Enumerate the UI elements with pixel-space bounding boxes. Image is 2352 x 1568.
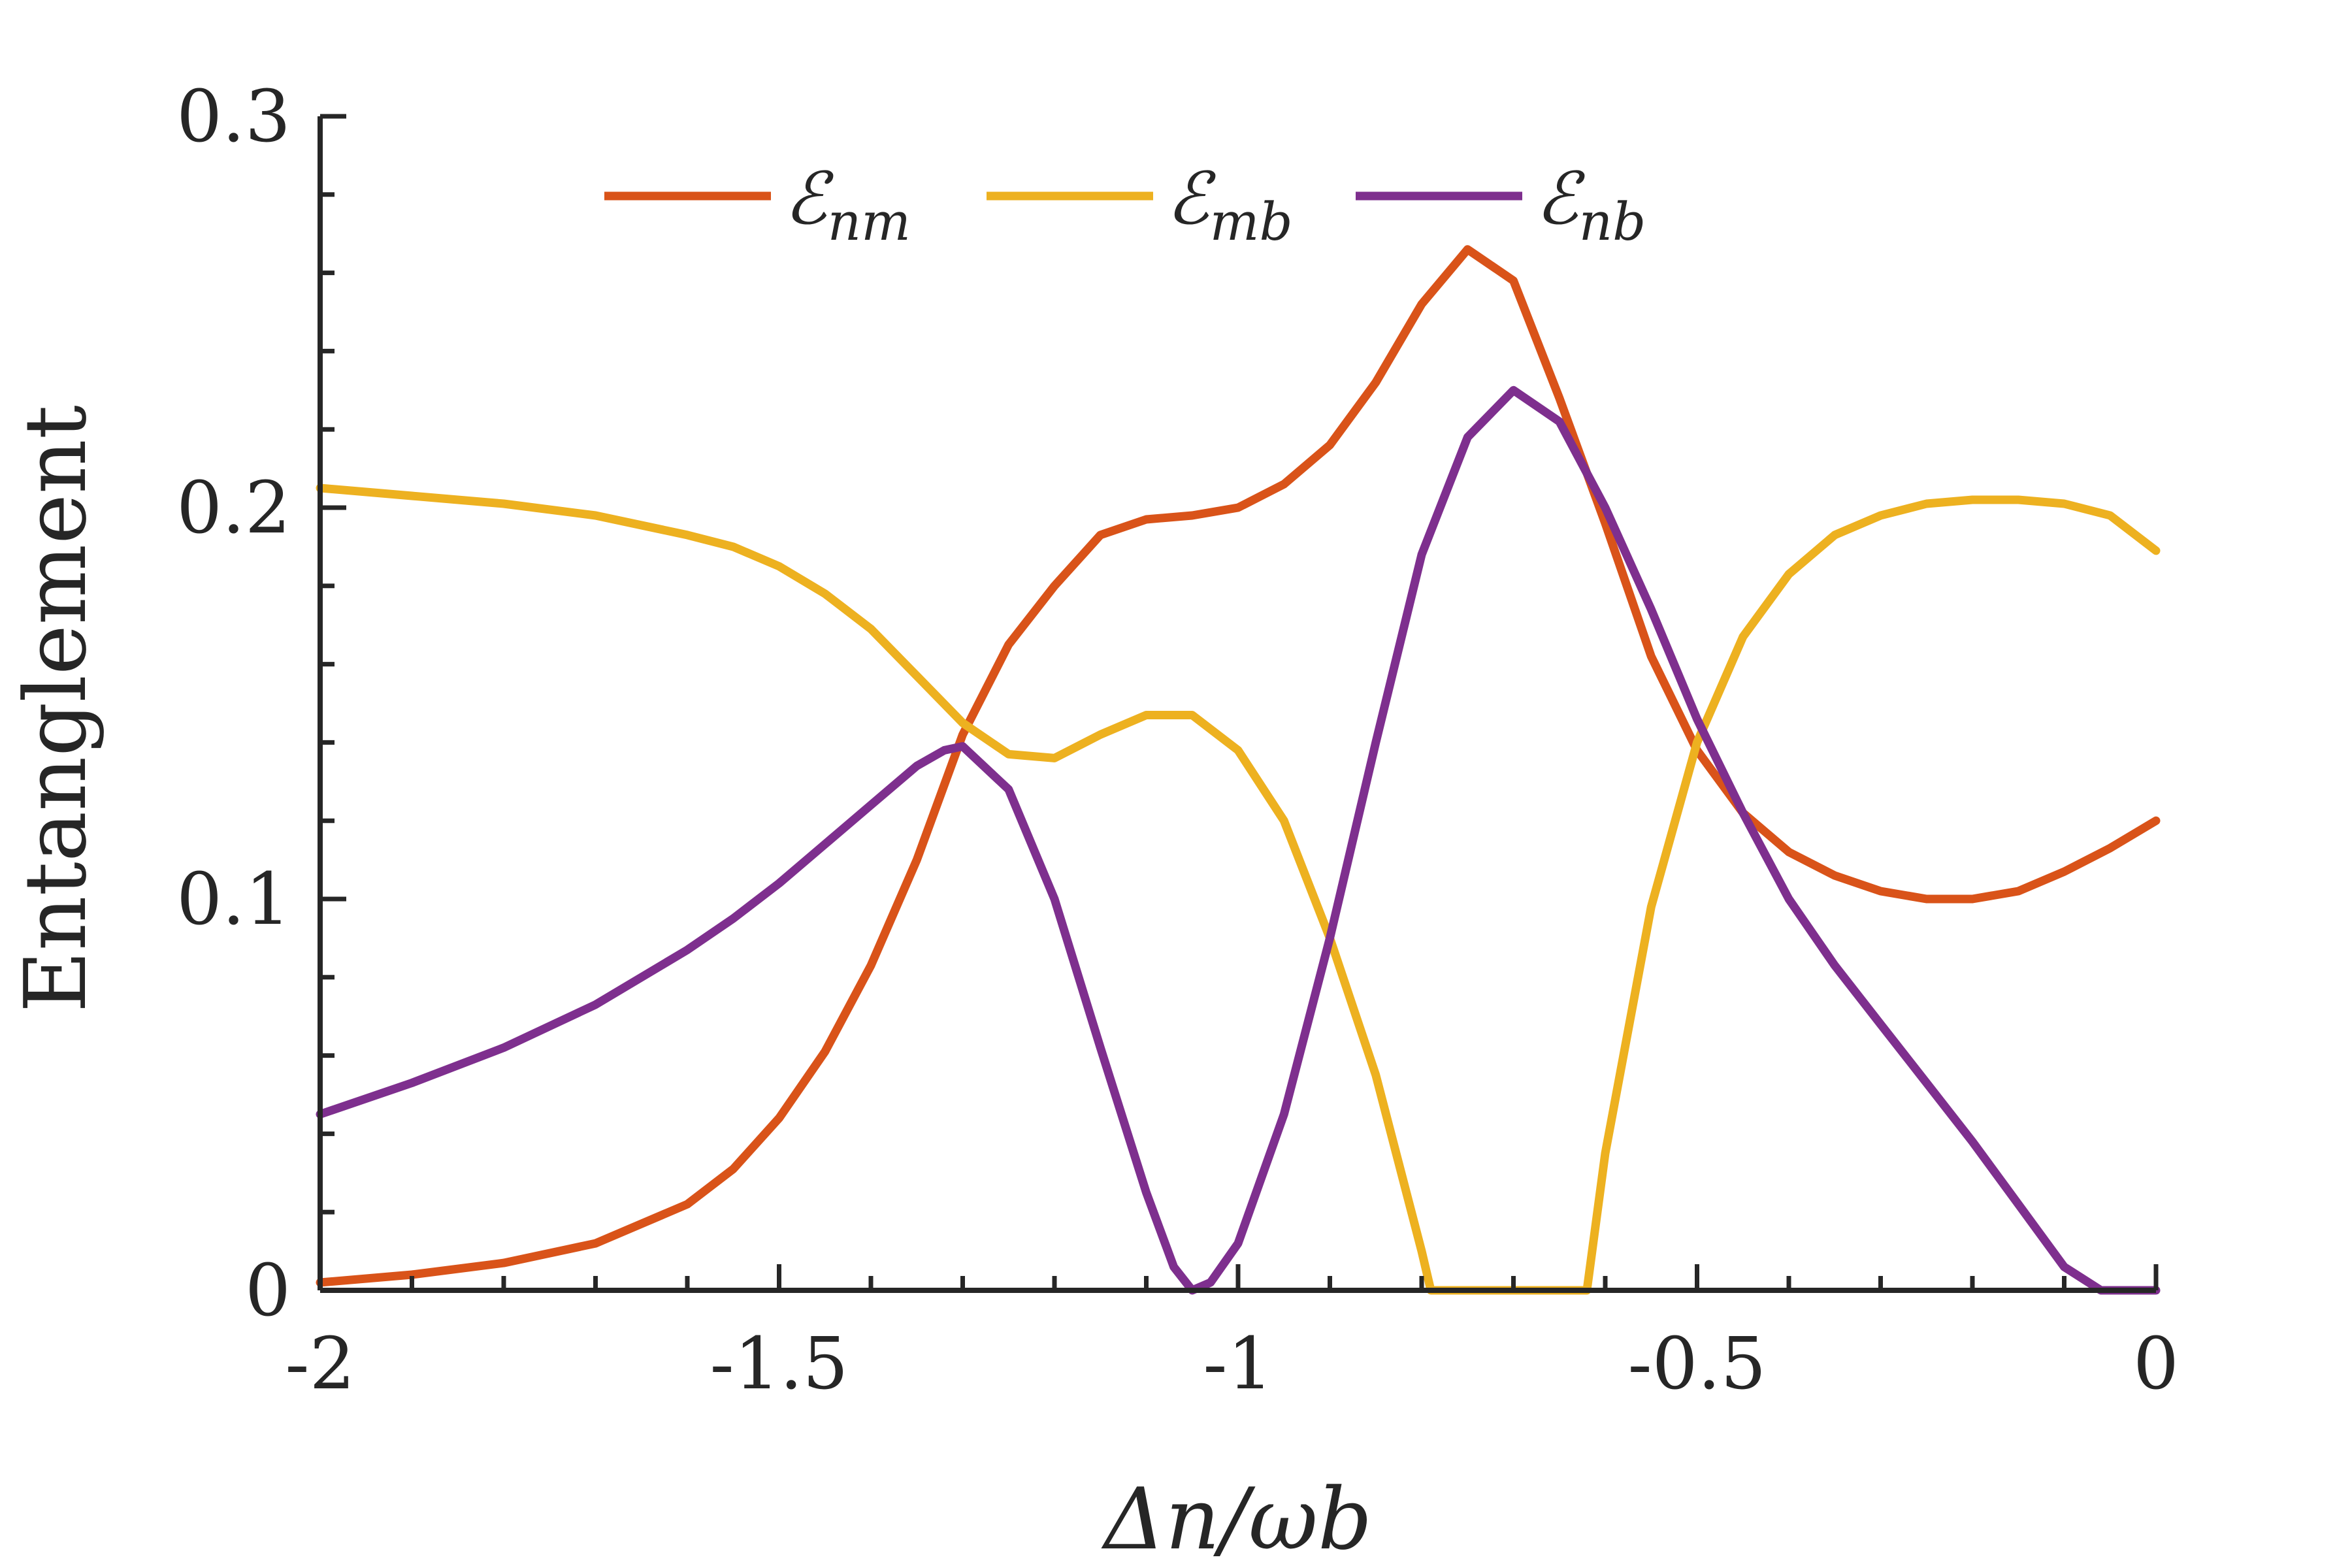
x-tick-label: -0.5 (1627, 1322, 1766, 1405)
legend-label-enm: ℰnm (784, 157, 911, 252)
x-axis-title: Δn/ωb (1101, 1469, 1373, 1568)
y-axis-title: Entanglement (6, 405, 105, 1013)
legend-label-enb: ℰnb (1535, 157, 1646, 252)
x-tick-label: 0 (2133, 1322, 2179, 1405)
x-tick-label: -1 (1203, 1322, 1273, 1405)
x-tick-label: -2 (285, 1322, 355, 1405)
y-tick-label: 0.3 (176, 74, 291, 158)
legend-label-emb: ℰmb (1166, 157, 1293, 252)
x-tick-label: -1.5 (710, 1322, 848, 1405)
axes-layer: -2 -1.5 -1 -0.5 0 0 0.1 0.2 0.3 (176, 74, 2179, 1405)
series-line-emb (316, 483, 2161, 1295)
series-line-enm (316, 245, 2161, 1287)
legend: ℰnm ℰmb ℰnb (604, 157, 1646, 252)
series-layer (316, 245, 2161, 1295)
y-tick-label: 0 (245, 1249, 291, 1332)
y-tick-label: 0.1 (176, 857, 291, 941)
y-tick-label: 0.2 (176, 466, 291, 549)
series-line-enb (316, 385, 2161, 1295)
